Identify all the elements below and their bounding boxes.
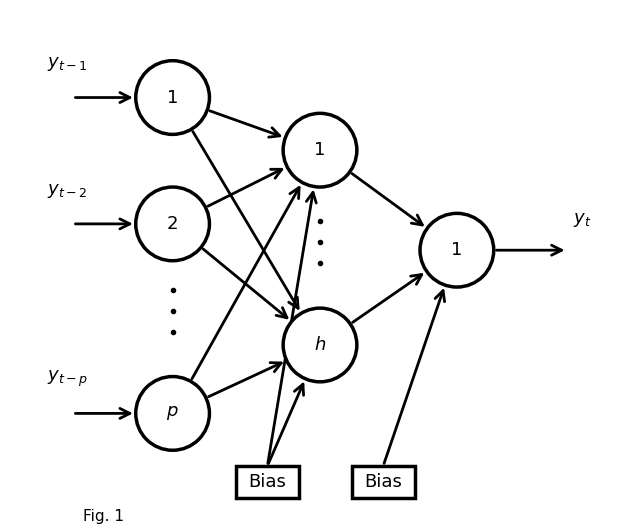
FancyBboxPatch shape <box>236 466 299 497</box>
Text: $y_{t-p}$: $y_{t-p}$ <box>47 369 88 389</box>
Circle shape <box>136 187 209 261</box>
Text: Fig. 1: Fig. 1 <box>83 509 124 524</box>
Text: 1: 1 <box>314 141 326 159</box>
Text: $p$: $p$ <box>166 404 179 422</box>
Text: $y_t$: $y_t$ <box>573 211 591 229</box>
Text: $y_{t-1}$: $y_{t-1}$ <box>47 55 88 73</box>
Circle shape <box>136 61 209 135</box>
Text: 2: 2 <box>167 215 179 233</box>
Text: Bias: Bias <box>364 473 402 491</box>
Circle shape <box>283 308 357 382</box>
FancyBboxPatch shape <box>351 466 415 497</box>
Circle shape <box>420 213 493 287</box>
Text: $y_{t-2}$: $y_{t-2}$ <box>47 181 88 200</box>
Circle shape <box>136 377 209 450</box>
Circle shape <box>283 113 357 187</box>
Text: Bias: Bias <box>248 473 286 491</box>
Text: 1: 1 <box>167 88 179 106</box>
Text: $h$: $h$ <box>314 336 326 354</box>
Text: 1: 1 <box>451 241 463 259</box>
